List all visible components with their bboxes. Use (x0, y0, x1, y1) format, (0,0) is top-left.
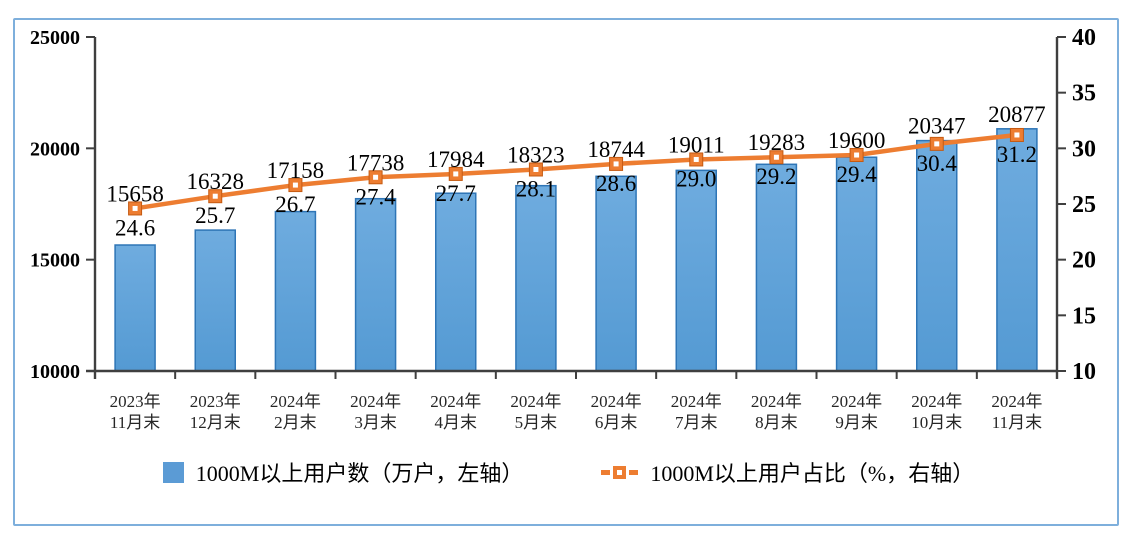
line-value-label: 24.6 (115, 215, 155, 240)
line-series-marker-icon (601, 465, 639, 479)
x-tick-label: 2023年 (110, 392, 161, 411)
line-marker-center (292, 182, 298, 188)
x-tick-label: 8月末 (755, 413, 798, 432)
line-marker-center (854, 152, 860, 158)
x-tick-label: 2024年 (991, 392, 1042, 411)
line-value-label: 26.7 (275, 192, 315, 217)
bar (354, 197, 397, 372)
line-value-label: 29.2 (756, 164, 796, 189)
x-tick-label: 9月末 (835, 413, 878, 432)
bar (916, 139, 958, 372)
line-value-label: 29.4 (836, 162, 877, 187)
x-tick-label: 6月末 (595, 413, 638, 432)
bar-value-label: 18323 (507, 142, 565, 167)
x-tick-label: 11月末 (992, 413, 1042, 432)
bar-value-label: 18744 (587, 137, 645, 162)
line-marker-center (373, 174, 379, 180)
x-tick-label: 11月末 (110, 413, 160, 432)
legend-item-line-series: 1000M以上用户占比（%，右轴） (601, 456, 974, 488)
x-tick-label: 2024年 (911, 392, 962, 411)
bar-value-label: 20877 (988, 102, 1046, 127)
bar (515, 184, 557, 372)
bar-series-label: 1000M以上用户数（万户，左轴） (195, 461, 524, 486)
line-value-label: 28.1 (516, 176, 556, 201)
left-axis-tick-label: 25000 (30, 27, 80, 49)
bar-value-label: 19283 (748, 130, 806, 155)
x-tick-label: 2024年 (510, 392, 561, 411)
legend: 1000M以上用户数（万户，左轴） 1000M以上用户占比（%，右轴） (0, 456, 1137, 488)
right-axis-tick-label: 25 (1072, 192, 1096, 218)
x-tick-label: 4月末 (435, 413, 478, 432)
bar (274, 210, 317, 372)
line-series-label: 1000M以上用户占比（%，右轴） (650, 461, 975, 486)
bar-value-label: 17158 (267, 158, 325, 183)
line-marker-center (934, 141, 940, 147)
line-marker-center (1014, 132, 1020, 138)
line-marker-center (212, 193, 218, 199)
bar-value-label: 20347 (908, 114, 966, 139)
x-tick-label: 2024年 (831, 392, 882, 411)
bar (435, 192, 477, 372)
bar (194, 229, 236, 372)
x-tick-label: 2024年 (671, 392, 722, 411)
percentage-line (132, 132, 1020, 211)
line-value-label: 27.7 (436, 181, 476, 206)
bar-value-label: 17984 (427, 147, 485, 172)
bar-value-label: 15658 (106, 181, 164, 206)
left-axis-tick-label: 15000 (30, 250, 80, 272)
line-marker-center (533, 166, 539, 172)
bar-value-label: 19600 (828, 128, 886, 153)
bar (755, 163, 798, 372)
x-tick-label: 2023年 (190, 392, 241, 411)
right-axis-tick-label: 40 (1072, 25, 1096, 51)
line-value-label: 28.6 (596, 171, 636, 196)
bar-value-label: 16328 (187, 169, 245, 194)
line-value-label: 25.7 (195, 203, 235, 228)
right-axis-tick-label: 30 (1072, 136, 1096, 162)
bar (114, 244, 156, 372)
line-marker-center (453, 171, 459, 177)
bar (675, 169, 717, 372)
left-axis-tick-label: 10000 (30, 361, 80, 383)
x-tick-label: 7月末 (675, 413, 718, 432)
bar (595, 175, 637, 372)
x-tick-label: 2024年 (350, 392, 401, 411)
right-axis-tick-label: 20 (1072, 248, 1096, 274)
x-tick-label: 10月末 (911, 413, 962, 432)
x-tick-label: 2024年 (270, 392, 321, 411)
right-axis-tick-label: 35 (1072, 81, 1096, 107)
bar-series-swatch-icon (162, 461, 184, 483)
line-marker-center (773, 154, 779, 160)
x-tick-label: 2月末 (274, 413, 317, 432)
line-marker-center (132, 205, 138, 211)
right-axis-tick-label: 10 (1072, 359, 1096, 385)
line-value-label: 30.4 (917, 151, 958, 176)
legend-item-bar-series: 1000M以上用户数（万户，左轴） (162, 456, 524, 488)
x-tick-label: 12月末 (190, 413, 241, 432)
bar-value-label: 19011 (668, 132, 725, 157)
line-value-label: 31.2 (997, 142, 1037, 167)
x-tick-label: 2024年 (430, 392, 481, 411)
x-tick-label: 5月末 (515, 413, 558, 432)
x-tick-label: 2024年 (591, 392, 642, 411)
line-marker-center (613, 161, 619, 167)
x-tick-label: 2024年 (751, 392, 802, 411)
line-value-label: 27.4 (355, 184, 396, 209)
line-value-label: 29.0 (676, 166, 716, 191)
bar (835, 156, 878, 372)
bar-value-label: 17738 (347, 150, 405, 175)
left-axis-tick-label: 20000 (30, 138, 80, 160)
line-marker-center (693, 156, 699, 162)
x-tick-label: 3月末 (354, 413, 397, 432)
right-axis-tick-label: 15 (1072, 303, 1096, 329)
